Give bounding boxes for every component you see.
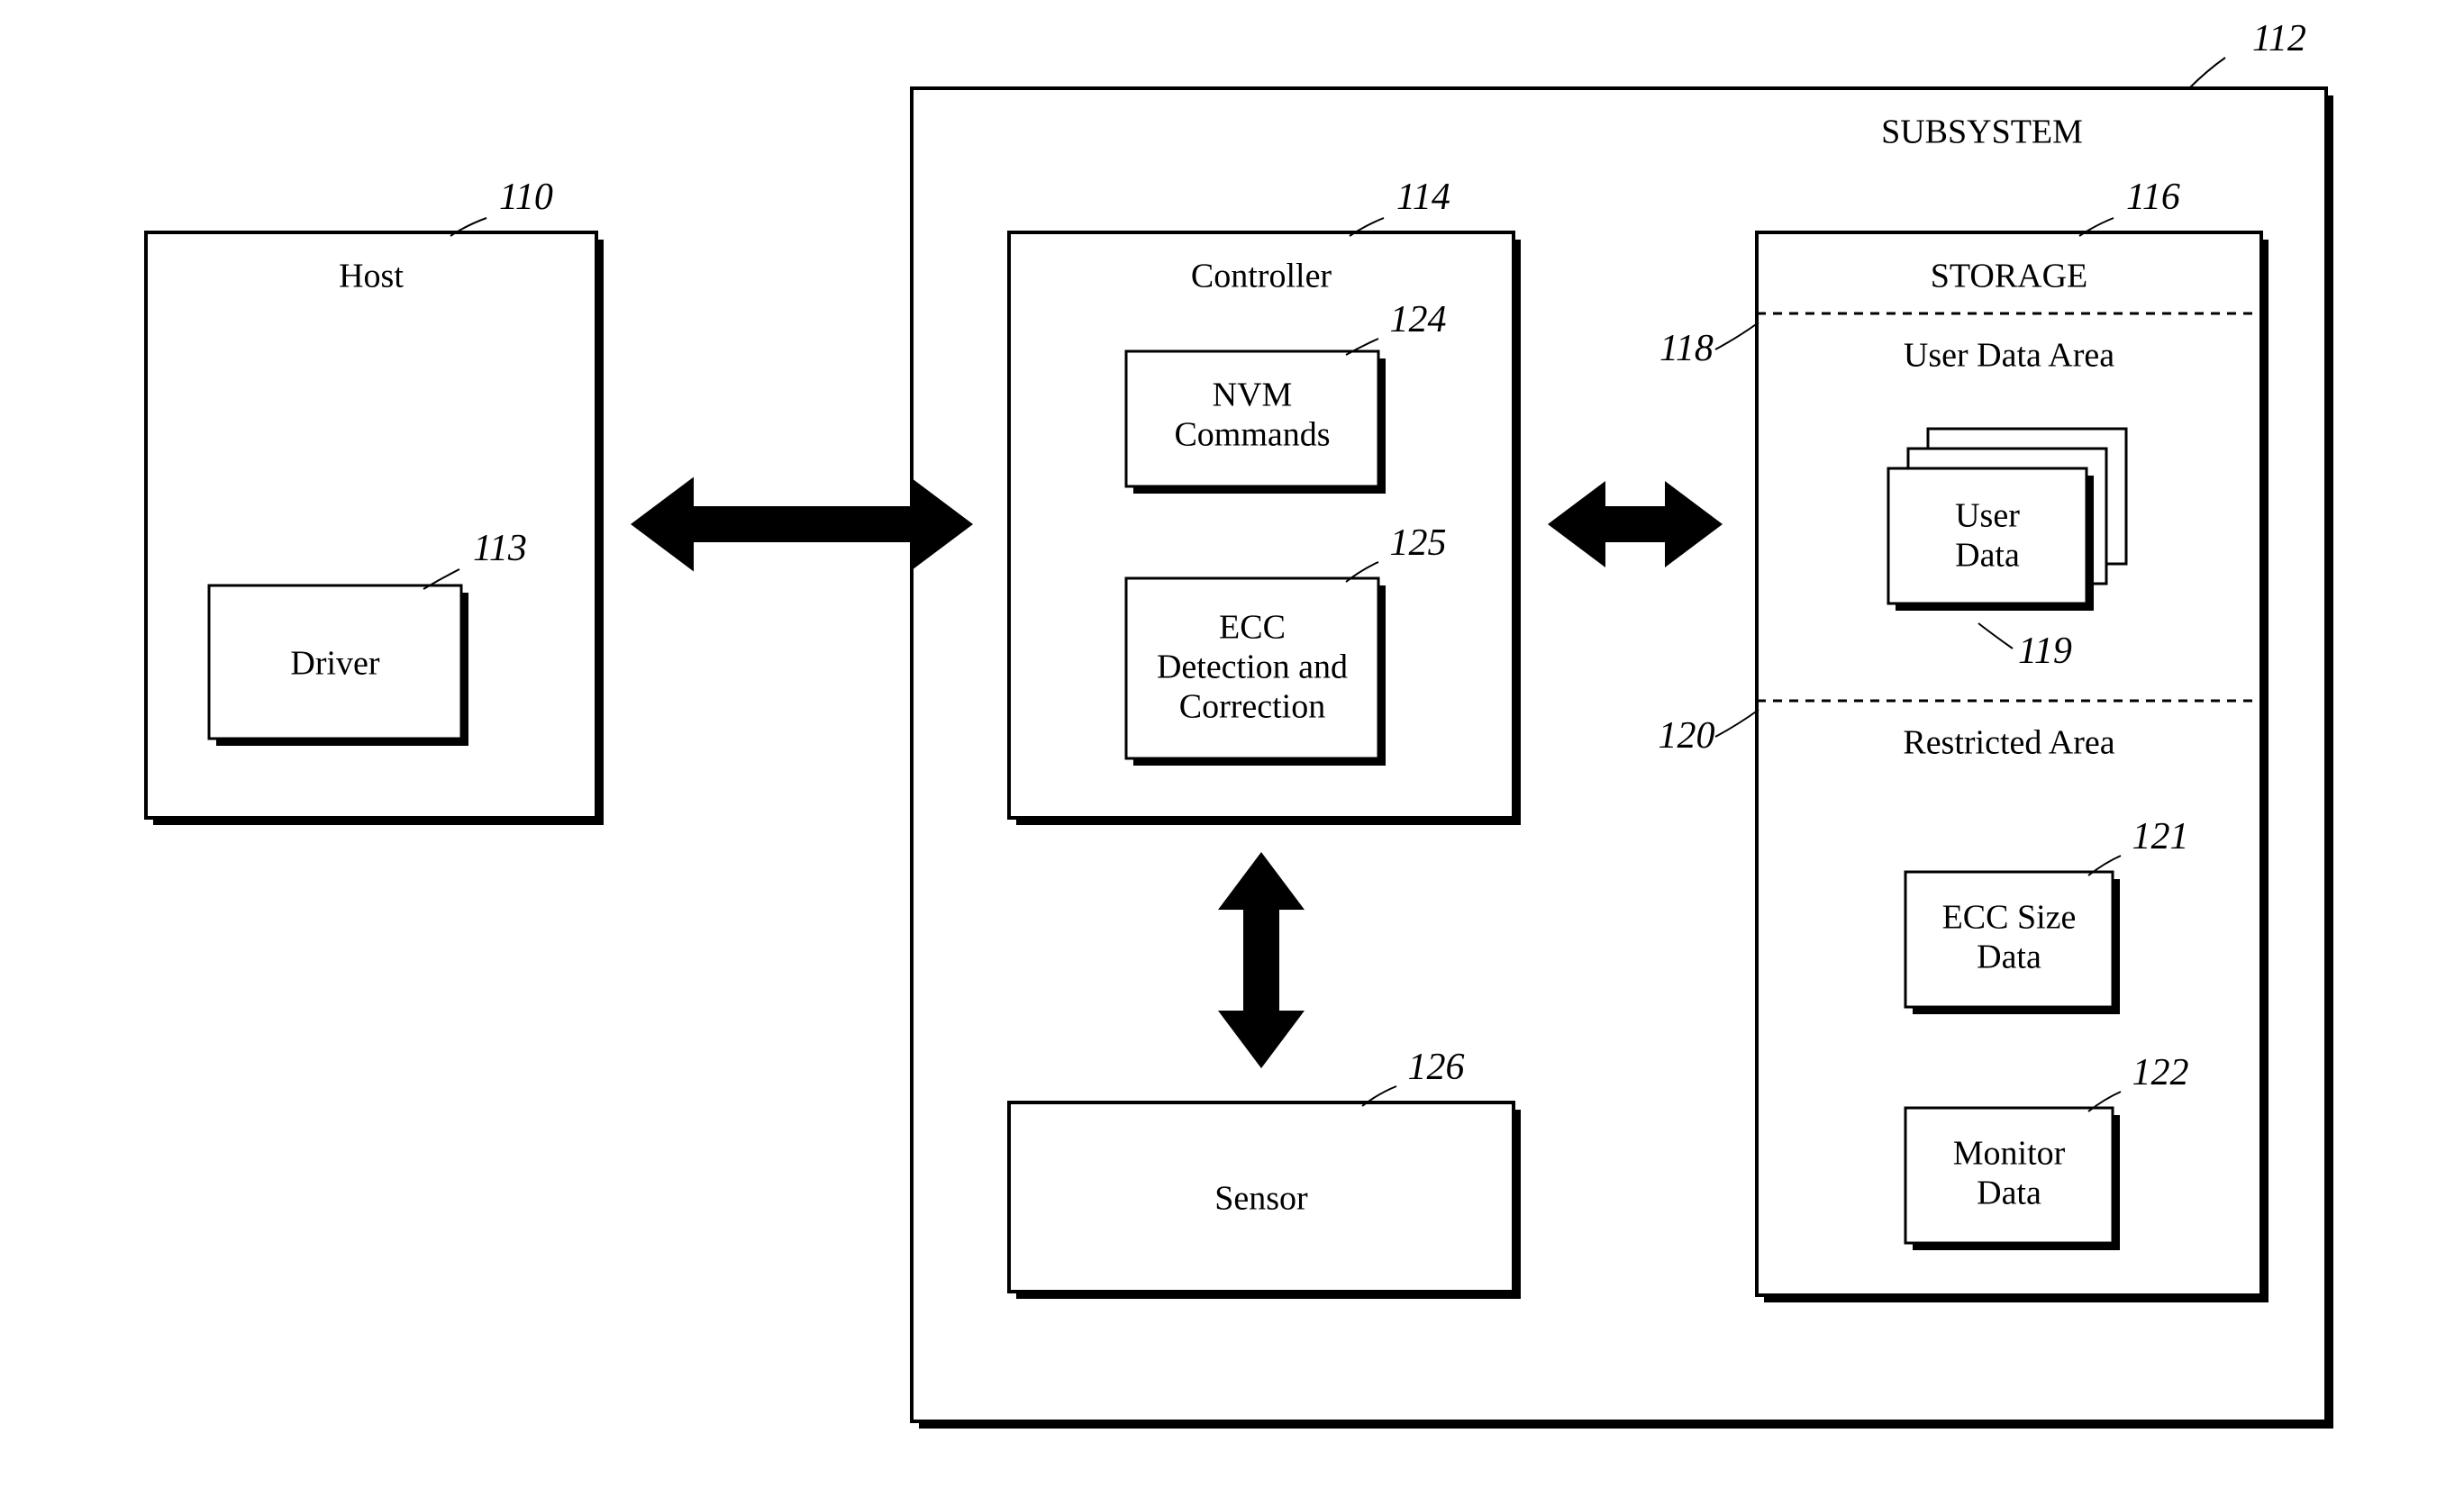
svg-text:Data: Data bbox=[1977, 939, 2041, 976]
svg-text:121: 121 bbox=[2132, 816, 2189, 857]
block-diagram: SUBSYSTEM 112 Host 110 Driver 113 Controller 11… bbox=[0, 0, 2464, 1506]
svg-text:STORAGE: STORAGE bbox=[1931, 258, 2088, 295]
svg-text:SUBSYSTEM: SUBSYSTEM bbox=[1881, 113, 2083, 151]
svg-text:120: 120 bbox=[1659, 715, 1715, 757]
svg-text:119: 119 bbox=[2018, 631, 2072, 672]
svg-text:User: User bbox=[1955, 497, 2020, 535]
svg-text:Restricted Area: Restricted Area bbox=[1903, 724, 2114, 762]
svg-text:118: 118 bbox=[1659, 328, 1714, 369]
svg-text:125: 125 bbox=[1390, 522, 1447, 564]
svg-text:122: 122 bbox=[2132, 1052, 2189, 1093]
svg-text:Commands: Commands bbox=[1174, 416, 1330, 454]
svg-text:Data: Data bbox=[1977, 1175, 2041, 1212]
svg-text:ECC Size: ECC Size bbox=[1942, 899, 2077, 937]
svg-text:ECC: ECC bbox=[1219, 609, 1286, 647]
svg-text:NVM: NVM bbox=[1213, 376, 1293, 414]
svg-text:Monitor: Monitor bbox=[1953, 1135, 2066, 1173]
svg-text:126: 126 bbox=[1408, 1047, 1465, 1088]
svg-text:Host: Host bbox=[339, 258, 404, 295]
svg-text:Detection and: Detection and bbox=[1157, 649, 1348, 686]
svg-text:113: 113 bbox=[473, 528, 527, 569]
svg-text:Sensor: Sensor bbox=[1214, 1180, 1308, 1218]
svg-text:114: 114 bbox=[1396, 177, 1450, 218]
svg-text:Driver: Driver bbox=[290, 645, 380, 683]
svg-text:User Data Area: User Data Area bbox=[1904, 337, 2114, 375]
svg-text:Data: Data bbox=[1955, 537, 2020, 575]
svg-text:116: 116 bbox=[2126, 177, 2180, 218]
svg-text:112: 112 bbox=[2252, 18, 2306, 59]
svg-text:110: 110 bbox=[499, 177, 553, 218]
svg-text:Correction: Correction bbox=[1179, 688, 1326, 726]
svg-text:Controller: Controller bbox=[1191, 258, 1332, 295]
svg-text:124: 124 bbox=[1390, 299, 1447, 340]
